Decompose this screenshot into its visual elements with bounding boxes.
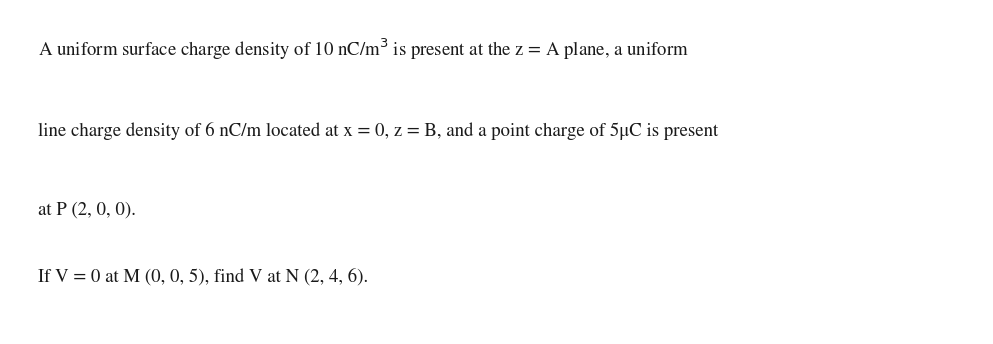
Text: at P (2, 0, 0).: at P (2, 0, 0). xyxy=(38,201,136,218)
Text: line charge density of 6 nC/m located at x = 0, z = B, and a point charge of 5μC: line charge density of 6 nC/m located at… xyxy=(38,122,718,140)
Text: If V = 0 at M (0, 0, 5), find V at N (2, 4, 6).: If V = 0 at M (0, 0, 5), find V at N (2,… xyxy=(38,268,367,286)
Text: A uniform surface charge density of 10 nC/m$^3$ is present at the z = A plane, a: A uniform surface charge density of 10 n… xyxy=(38,36,688,62)
